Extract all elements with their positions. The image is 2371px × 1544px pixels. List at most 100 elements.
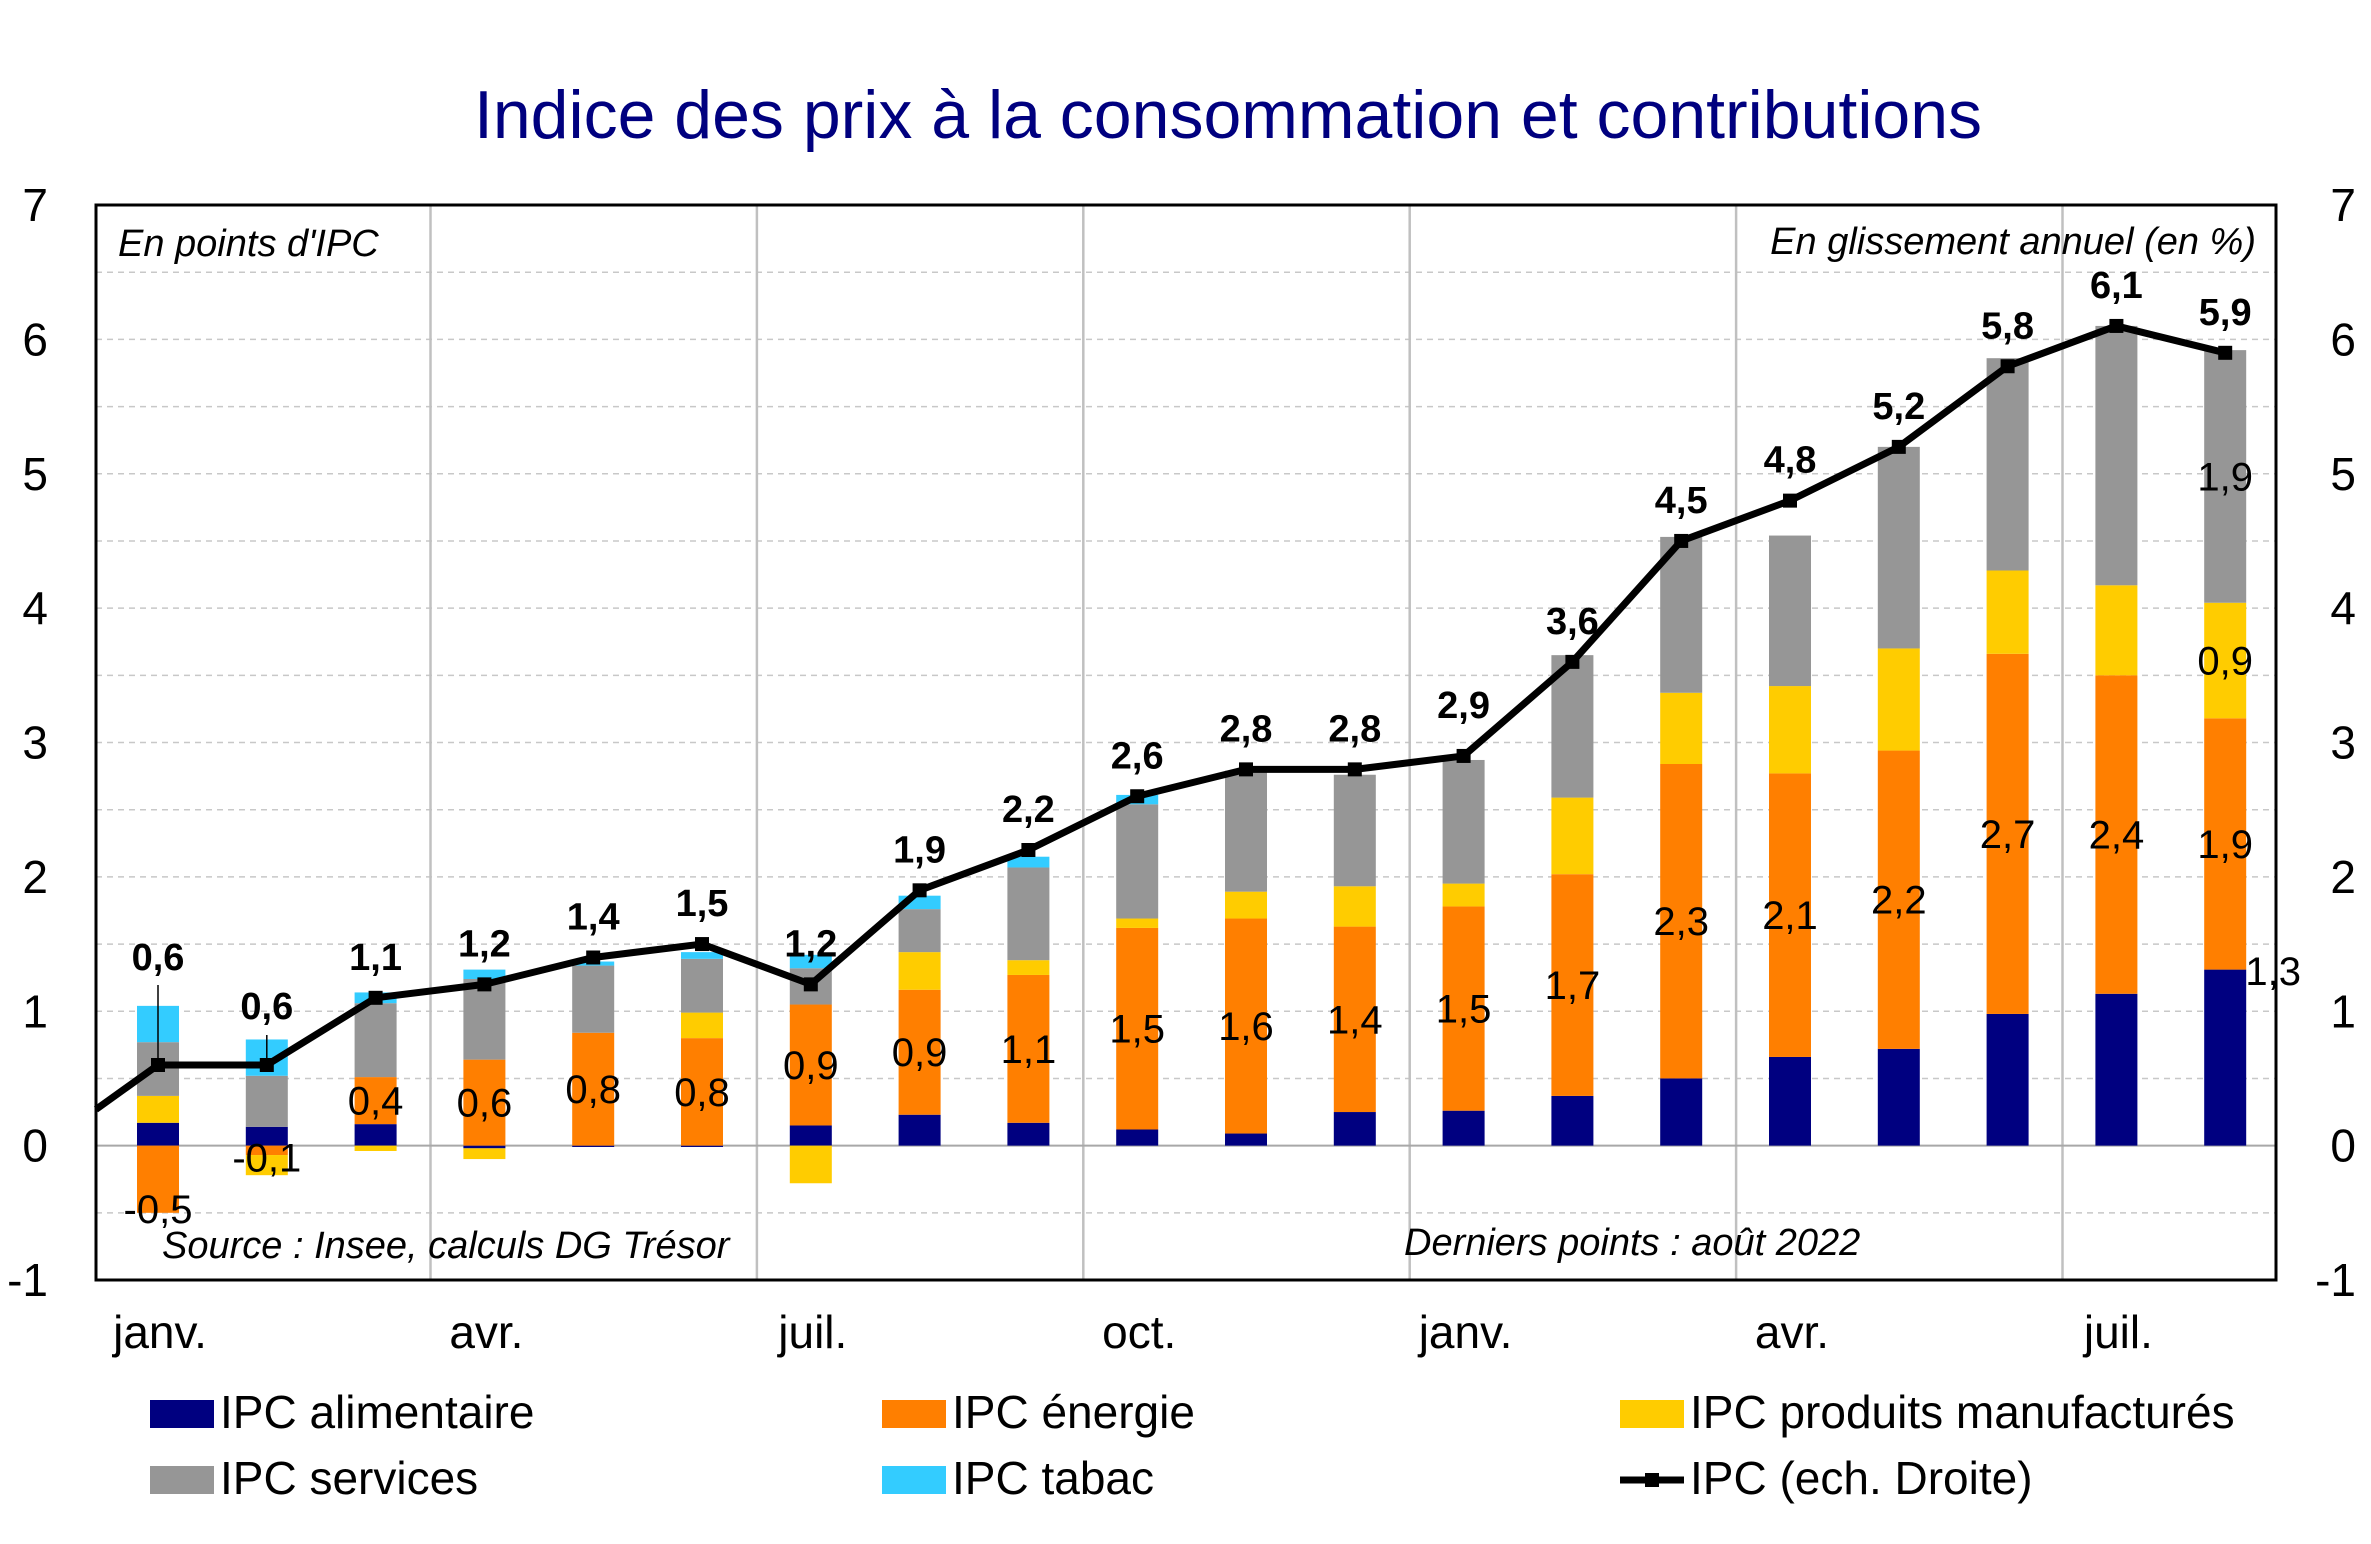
bar-ipc-alimentaire <box>2095 993 2138 1146</box>
y-tick-label-left: 2 <box>22 851 48 903</box>
bar-data-label: 0,9 <box>783 1044 839 1088</box>
y-tick-label-right: 0 <box>2330 1120 2356 1172</box>
bar-ipc-produits-manufactur-s <box>1442 883 1485 907</box>
bars-layer <box>137 325 2247 1213</box>
bar-ipc-nergie <box>1225 918 1267 1134</box>
left-axis: -1 0 1 2 3 4 5 6 7 <box>7 179 48 1306</box>
ipc-line-marker <box>259 1058 274 1072</box>
legend-label: IPC produits manufacturés <box>1690 1386 2235 1438</box>
ipc-line-marker <box>1130 789 1145 804</box>
legend-marker <box>1645 1473 1659 1487</box>
bar-data-label: 0,9 <box>892 1031 948 1075</box>
x-tick-label: juil. <box>2082 1306 2153 1358</box>
bar-ipc-alimentaire <box>2204 969 2247 1146</box>
ipc-line-marker <box>1891 439 1906 454</box>
legend-swatch <box>1620 1400 1684 1428</box>
legend-label: IPC (ech. Droite) <box>1690 1452 2033 1504</box>
bar-ipc-produits-manufactur-s <box>1225 891 1267 919</box>
ipc-line-marker <box>912 883 927 898</box>
bar-ipc-nergie <box>1877 750 1920 1049</box>
bar-ipc-produits-manufactur-s <box>1769 686 1811 774</box>
ipc-line-marker <box>586 950 601 965</box>
line-data-label: 4,8 <box>1764 440 1817 482</box>
bar-ipc-nergie <box>2095 675 2138 994</box>
bar-data-label: 1,5 <box>1109 1008 1165 1052</box>
y-tick-label-left: 3 <box>22 717 48 769</box>
line-data-label: 0,6 <box>132 937 185 979</box>
line-data-label: 1,4 <box>567 897 620 939</box>
bar-ipc-services <box>245 1075 288 1127</box>
bar-ipc-produits-manufactur-s <box>1116 918 1159 928</box>
ipc-line-marker <box>368 990 383 1005</box>
bar-data-label: 1,1 <box>1001 1028 1057 1072</box>
legend-ipc-ech-droite-: IPC (ech. Droite) <box>1620 1452 2033 1504</box>
bar-ipc-produits-manufactur-s <box>1333 886 1376 927</box>
bar-ipc-nergie <box>463 1059 506 1146</box>
line-data-label: 6,1 <box>2090 265 2143 307</box>
bar-data-label: 1,9 <box>2197 455 2253 499</box>
bar-data-label: 0,9 <box>2197 640 2253 684</box>
line-data-label: 1,9 <box>893 829 946 871</box>
bar-data-label: 0,6 <box>457 1082 513 1126</box>
bar-ipc-produits-manufactur-s <box>137 1095 179 1123</box>
ipc-line-marker <box>477 977 492 992</box>
bar-ipc-nergie <box>789 1004 832 1126</box>
ipc-line-marker <box>1239 762 1253 777</box>
bar-ipc-produits-manufactur-s <box>898 952 941 990</box>
y-tick-label-right: 5 <box>2330 448 2356 500</box>
bar-ipc-nergie <box>1007 974 1050 1123</box>
legend-swatch <box>882 1466 946 1494</box>
ipc-line-marker <box>1674 533 1689 548</box>
bar-ipc-services <box>898 909 941 953</box>
x-axis: janv. avr. juil. oct. janv. avr. juil. <box>111 1306 2153 1358</box>
bar-ipc-services <box>1986 358 2029 571</box>
legend-swatch <box>150 1466 214 1494</box>
source-note: Source : Insee, calculs DG Trésor <box>162 1225 731 1267</box>
bar-ipc-services <box>2204 350 2247 603</box>
bar-ipc-alimentaire <box>789 1125 832 1146</box>
bar-ipc-services <box>354 1003 397 1078</box>
bar-ipc-services <box>463 979 506 1060</box>
y-tick-label-left: 6 <box>22 313 48 365</box>
line-data-label: 0,6 <box>240 986 293 1028</box>
line-data-label: 2,6 <box>1111 735 1164 777</box>
line-data-label: 5,9 <box>2199 292 2252 334</box>
bar-ipc-nergie <box>2204 718 2247 970</box>
bar-ipc-services <box>1442 759 1485 884</box>
bar-ipc-nergie <box>572 1032 615 1146</box>
bar-ipc-nergie <box>1116 927 1159 1130</box>
labels-layer: 0,6 0,6 1,1 1,2 1,4 1,5 1,2 1,9 2,2 2,6 2,8 2,8 2,9 3… <box>124 265 2301 1232</box>
bar-ipc-nergie <box>354 1077 397 1125</box>
bar-data-label: -0,1 <box>232 1137 301 1181</box>
bar-ipc-tabac <box>681 952 723 959</box>
ipc-line-marker <box>1021 843 1036 857</box>
bar-ipc-nergie <box>1442 906 1485 1111</box>
bar-ipc-produits-manufactur-s <box>1660 692 1703 764</box>
bar-ipc-services <box>1333 774 1376 887</box>
bar-ipc-tabac <box>789 954 832 969</box>
bar-ipc-produits-manufactur-s <box>1986 570 2029 654</box>
bar-data-label: 0,4 <box>348 1080 404 1124</box>
bar-ipc-alimentaire <box>137 1122 179 1146</box>
legend-ipc-services: IPC services <box>150 1452 478 1504</box>
line-data-label: 1,1 <box>349 937 402 979</box>
bar-ipc-produits-manufactur-s <box>2095 585 2138 676</box>
y-tick-label-right: 2 <box>2330 851 2356 903</box>
bar-ipc-nergie <box>137 1145 179 1213</box>
legend-ipc-alimentaire: IPC alimentaire <box>150 1386 534 1438</box>
right-axis: -1 0 1 2 3 4 5 6 7 <box>2315 179 2356 1306</box>
bar-ipc-alimentaire <box>681 1145 723 1147</box>
bar-ipc-alimentaire <box>1551 1095 1594 1146</box>
bar-ipc-produits-manufactur-s <box>1877 648 1920 751</box>
bar-ipc-alimentaire <box>1007 1122 1050 1146</box>
ipc-line-marker <box>1565 654 1580 669</box>
bar-ipc-nergie <box>1551 874 1594 1096</box>
bar-ipc-produits-manufactur-s <box>789 1145 832 1184</box>
line-data-label: 1,2 <box>458 923 511 965</box>
bar-ipc-produits-manufactur-s <box>1007 960 1050 975</box>
line-data-label: 4,5 <box>1655 480 1708 522</box>
legend-label: IPC tabac <box>952 1452 1154 1504</box>
bar-data-label: 2,1 <box>1762 894 1818 938</box>
